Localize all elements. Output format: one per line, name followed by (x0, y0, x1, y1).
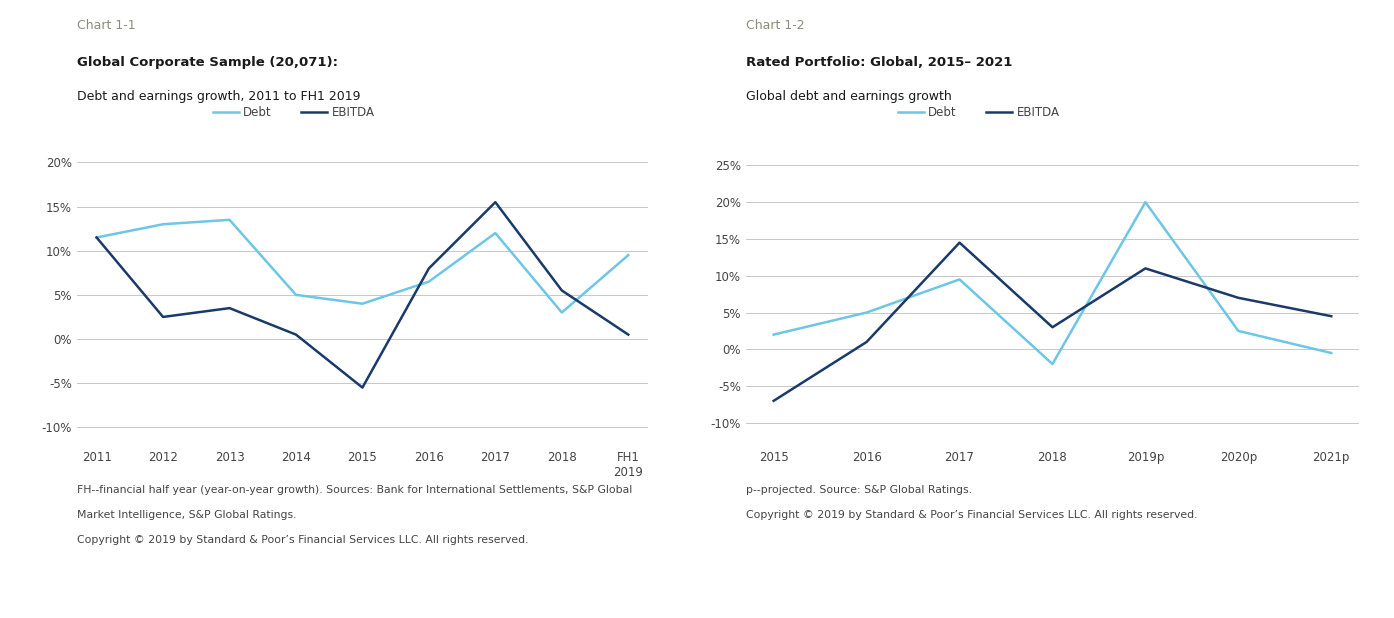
EBITDA (553, 287, 570, 294)
EBITDA (765, 397, 782, 405)
EBITDA (354, 384, 371, 391)
Line: Debt: Debt (96, 220, 629, 313)
EBITDA (1323, 313, 1340, 320)
Text: p--projected. Source: S&P Global Ratings.: p--projected. Source: S&P Global Ratings… (746, 485, 972, 495)
Debt (553, 309, 570, 316)
EBITDA (1230, 294, 1246, 302)
Debt (1230, 327, 1246, 334)
Text: Rated Portfolio: Global, 2015– 2021: Rated Portfolio: Global, 2015– 2021 (746, 56, 1012, 69)
Debt (951, 276, 967, 283)
EBITDA (88, 234, 105, 241)
EBITDA (287, 331, 304, 338)
EBITDA (421, 265, 438, 272)
Text: Chart 1-2: Chart 1-2 (746, 19, 804, 32)
Debt (421, 278, 438, 286)
EBITDA (1138, 265, 1154, 272)
EBITDA (487, 198, 503, 206)
Debt (155, 221, 171, 228)
EBITDA (155, 313, 171, 321)
Debt (88, 234, 105, 241)
EBITDA (222, 305, 238, 312)
EBITDA (859, 338, 875, 345)
Text: Chart 1-1: Chart 1-1 (77, 19, 135, 32)
Debt (859, 309, 875, 316)
Line: EBITDA: EBITDA (96, 202, 629, 387)
EBITDA (620, 331, 637, 338)
Legend: Debt, EBITDA: Debt, EBITDA (894, 101, 1065, 124)
EBITDA (951, 239, 967, 247)
Text: Global debt and earnings growth: Global debt and earnings growth (746, 90, 952, 103)
Debt (765, 331, 782, 338)
Legend: Debt, EBITDA: Debt, EBITDA (208, 101, 379, 124)
Text: FH--financial half year (year-on-year growth). Sources: Bank for International S: FH--financial half year (year-on-year gr… (77, 485, 631, 495)
Debt (287, 291, 304, 298)
Text: Market Intelligence, S&P Global Ratings.: Market Intelligence, S&P Global Ratings. (77, 510, 296, 520)
Text: Debt and earnings growth, 2011 to FH1 2019: Debt and earnings growth, 2011 to FH1 20… (77, 90, 360, 103)
Debt (222, 216, 238, 224)
Text: Copyright © 2019 by Standard & Poor’s Financial Services LLC. All rights reserve: Copyright © 2019 by Standard & Poor’s Fi… (77, 535, 528, 544)
Text: Global Corporate Sample (20,071):: Global Corporate Sample (20,071): (77, 56, 337, 69)
Line: EBITDA: EBITDA (774, 243, 1331, 401)
Debt (1323, 349, 1340, 357)
EBITDA (1044, 324, 1061, 331)
Debt (354, 300, 371, 307)
Debt (1044, 360, 1061, 368)
Debt (1138, 198, 1154, 206)
Text: Copyright © 2019 by Standard & Poor’s Financial Services LLC. All rights reserve: Copyright © 2019 by Standard & Poor’s Fi… (746, 510, 1197, 520)
Debt (620, 252, 637, 259)
Line: Debt: Debt (774, 202, 1331, 364)
Debt (487, 229, 503, 237)
